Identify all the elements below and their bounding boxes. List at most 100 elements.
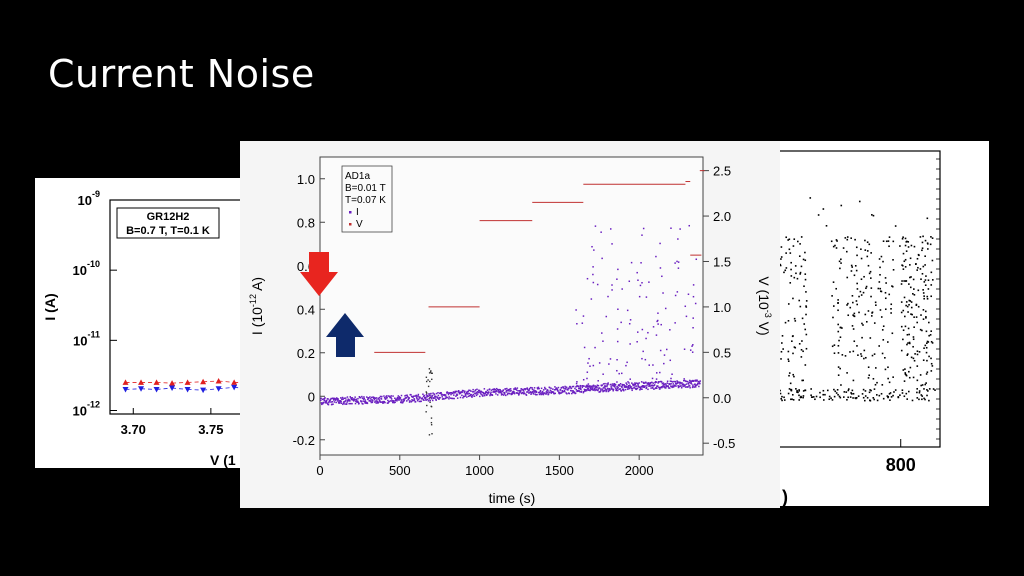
current-spike-point (431, 372, 433, 374)
current-point (583, 388, 586, 391)
current-point (610, 388, 613, 390)
current-point (648, 384, 651, 386)
right-burst-point (853, 315, 856, 318)
right-burst-point (784, 321, 787, 324)
right-burst-point (902, 369, 905, 371)
current-burst-point (616, 381, 618, 383)
current-burst-point (609, 228, 612, 230)
current-point (535, 391, 538, 393)
current-point (493, 388, 495, 391)
right-burst-point (905, 301, 908, 303)
current-point (405, 397, 408, 399)
current-burst-point (629, 343, 631, 345)
current-point (652, 387, 654, 389)
right-noise-point (812, 396, 815, 398)
current-burst-point (692, 384, 694, 386)
current-point (541, 390, 544, 393)
left-series-segment (218, 380, 235, 383)
current-point (501, 390, 504, 393)
current-point (486, 391, 488, 394)
right-outlier-point (926, 217, 929, 220)
current-burst-point (692, 317, 694, 319)
current-point (435, 392, 438, 395)
right-burst-point (837, 344, 840, 347)
right-outlier-point (850, 237, 852, 239)
right-burst-point (891, 332, 894, 335)
current-point (358, 402, 360, 405)
right-noise-point (934, 389, 936, 391)
current-point (387, 402, 389, 404)
current-point (387, 399, 389, 402)
current-burst-point (586, 277, 589, 280)
right-burst-point (867, 310, 870, 312)
right-burst-point (881, 329, 884, 331)
right-burst-point (931, 279, 934, 281)
current-spike-point (430, 405, 432, 408)
right-burst-point (890, 308, 892, 310)
right-noise-point (851, 389, 854, 392)
right-burst-point (930, 370, 933, 372)
current-point (646, 383, 649, 385)
right-burst-point (844, 237, 847, 239)
current-point (683, 385, 686, 387)
current-point (400, 401, 402, 404)
current-burst-point (654, 381, 656, 384)
current-point (561, 389, 564, 392)
current-point (486, 394, 488, 397)
right-noise-point (831, 399, 834, 401)
left-legend-line-2: B=0.7 T, T=0.1 K (126, 225, 210, 237)
right-burst-point (882, 240, 885, 243)
right-burst-point (930, 284, 933, 286)
current-point (597, 389, 599, 392)
current-burst-point (655, 255, 657, 258)
current-point (402, 401, 404, 404)
current-burst-point (617, 308, 619, 311)
current-spike-point (430, 424, 433, 426)
current-point (542, 392, 544, 395)
current-point (697, 382, 699, 385)
left-x-axis-label: V (1 (210, 452, 236, 468)
current-point (563, 389, 566, 392)
current-point (428, 394, 431, 397)
right-burst-point (832, 281, 835, 283)
current-point (438, 398, 440, 400)
right-burst-point (804, 259, 807, 262)
left-x-tick-label: 3.70 (121, 422, 146, 437)
right-burst-point (930, 236, 932, 238)
current-burst-point (694, 380, 697, 382)
right-burst-point (881, 352, 884, 355)
current-point (577, 390, 579, 392)
left-legend-box (116, 207, 220, 239)
current-point (587, 386, 590, 388)
current-burst-point (648, 385, 650, 387)
right-burst-point (780, 258, 782, 260)
current-point (456, 394, 459, 396)
right-burst-point (871, 311, 874, 314)
right-burst-point (930, 271, 933, 274)
right-burst-point (833, 352, 836, 355)
right-noise-point (882, 397, 885, 400)
right-noise-point (810, 396, 813, 398)
current-point (478, 389, 481, 392)
current-point (508, 390, 510, 392)
right-burst-point (805, 347, 808, 350)
current-point (509, 388, 512, 390)
current-point (393, 400, 395, 402)
current-point (639, 389, 641, 391)
current-burst-point (576, 381, 578, 383)
right-burst-point (852, 350, 855, 353)
right-burst-point (916, 379, 919, 382)
current-point (459, 396, 462, 399)
right-burst-point (900, 311, 903, 314)
left-x-tick-label: 3.75 (198, 422, 223, 437)
right-burst-point (904, 315, 906, 318)
current-point (475, 394, 478, 397)
current-burst-point (628, 322, 631, 325)
current-burst-point (684, 305, 687, 308)
current-point (361, 397, 364, 399)
current-point (410, 395, 413, 398)
right-burst-point (804, 278, 807, 281)
current-point (468, 389, 470, 392)
current-point (684, 384, 686, 386)
current-point (392, 395, 394, 397)
